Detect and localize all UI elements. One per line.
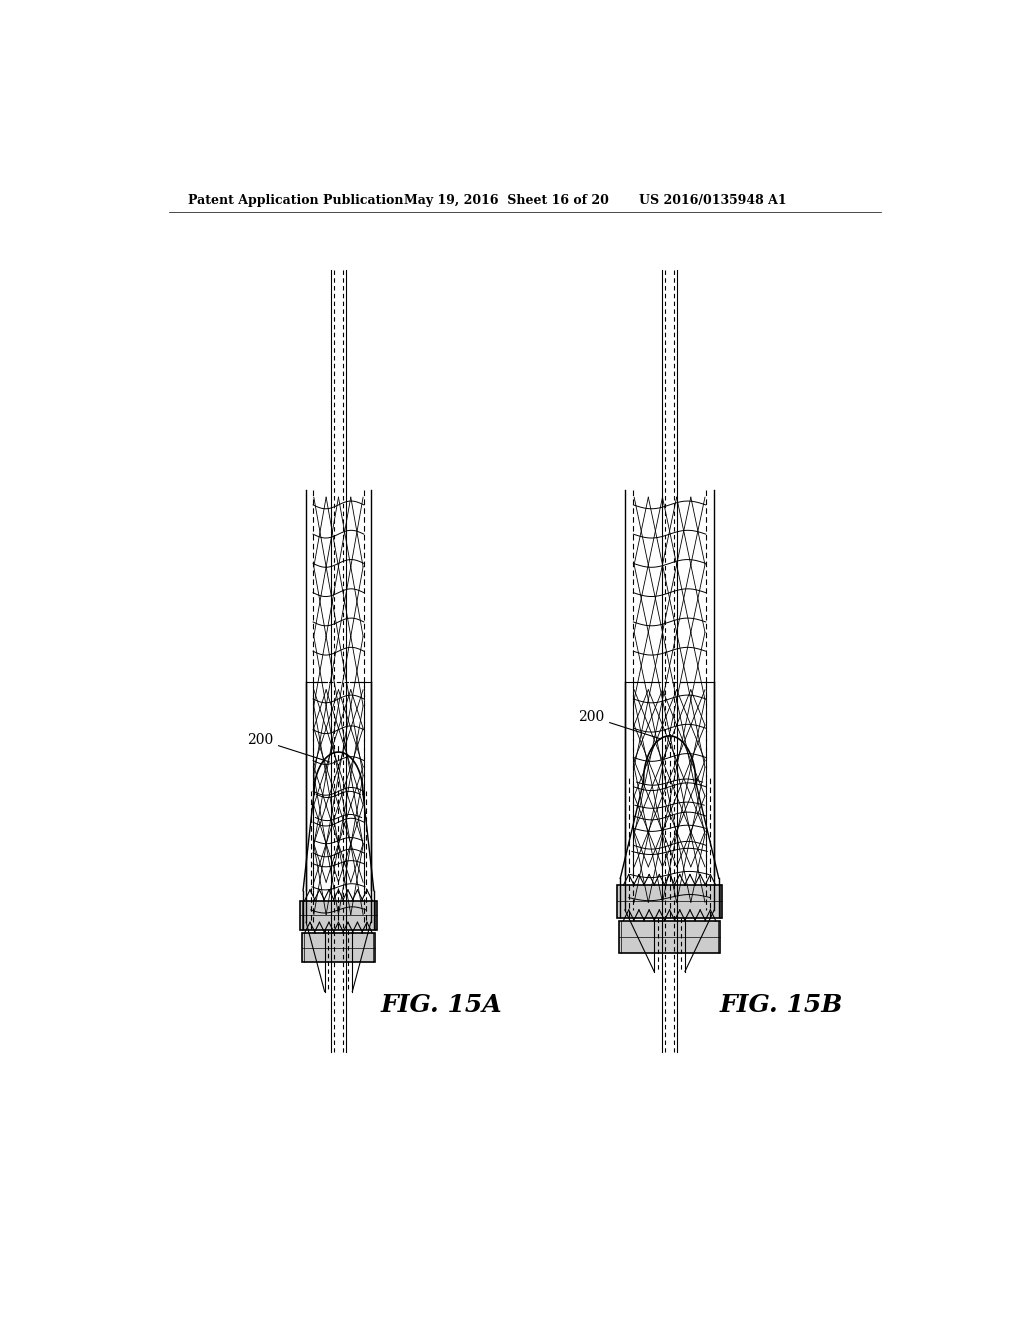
Text: May 19, 2016  Sheet 16 of 20: May 19, 2016 Sheet 16 of 20 bbox=[403, 194, 609, 207]
Text: FIG. 15A: FIG. 15A bbox=[381, 994, 503, 1018]
Text: FIG. 15B: FIG. 15B bbox=[720, 994, 843, 1018]
Bar bbox=[301, 933, 376, 962]
Text: Patent Application Publication: Patent Application Publication bbox=[188, 194, 403, 207]
Text: 200: 200 bbox=[578, 710, 660, 739]
Text: US 2016/0135948 A1: US 2016/0135948 A1 bbox=[639, 194, 786, 207]
Text: 200: 200 bbox=[247, 733, 330, 762]
Bar bbox=[618, 921, 720, 953]
Bar bbox=[617, 886, 722, 917]
Bar bbox=[300, 900, 377, 929]
